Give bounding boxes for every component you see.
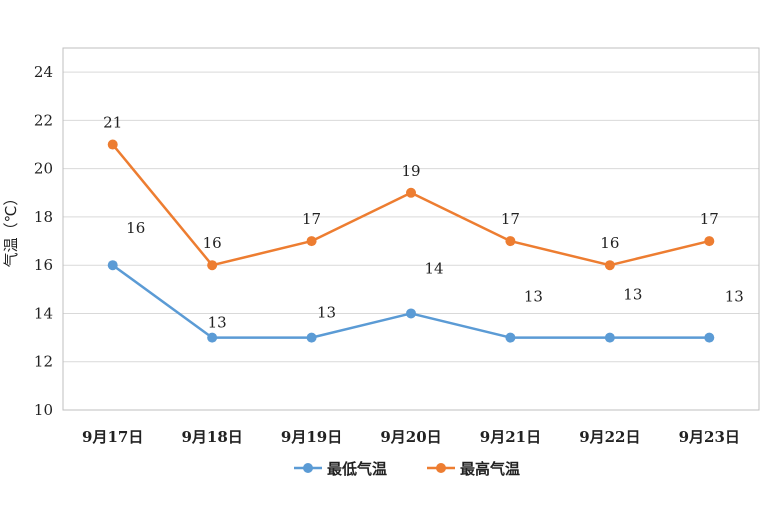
- y-axis-label: 气温（℃）: [2, 191, 20, 268]
- data-point: [704, 332, 715, 343]
- data-point: [505, 332, 516, 343]
- y-tick-label: 12: [34, 353, 53, 371]
- x-tick-label: 9月23日: [679, 428, 740, 446]
- x-tick-label: 9月19日: [281, 428, 342, 446]
- data-label-high: 19: [401, 162, 420, 180]
- x-tick-label: 9月22日: [579, 428, 640, 446]
- legend-label: 最低气温: [327, 460, 387, 478]
- y-tick-label: 24: [34, 63, 53, 81]
- data-point: [604, 332, 615, 343]
- data-point: [306, 236, 317, 247]
- data-label-high: 16: [203, 234, 222, 252]
- y-tick-label: 14: [34, 304, 53, 322]
- series-line-0: [111, 264, 710, 339]
- data-point: [505, 236, 516, 247]
- data-label-low: 13: [208, 314, 227, 332]
- data-point: [107, 260, 118, 271]
- plot-frame: [62, 47, 760, 411]
- data-label-low: 13: [524, 288, 543, 306]
- data-point: [306, 332, 317, 343]
- gridlines: [63, 71, 759, 411]
- data-label-high: 17: [302, 210, 321, 228]
- data-point: [604, 260, 615, 271]
- data-point: [406, 308, 416, 319]
- data-label-high: 17: [501, 210, 520, 228]
- x-axis-ticks: 9月17日 9月18日 9月19日 9月20日 9月21日 9月22日 9月23日: [82, 428, 740, 446]
- x-tick-label: 9月18日: [181, 428, 242, 446]
- legend-marker: [436, 463, 446, 473]
- data-point: [207, 332, 218, 343]
- legend: 最低气温 最高气温: [294, 460, 520, 478]
- legend-label: 最高气温: [460, 460, 520, 478]
- y-tick-label: 10: [34, 401, 53, 419]
- data-label-high: 16: [600, 234, 619, 252]
- data-label-high: 17: [700, 210, 719, 228]
- y-axis-ticks: 10 12 14 16 18 20 22 24: [34, 63, 53, 419]
- data-label-low: 13: [725, 288, 744, 306]
- y-tick-label: 18: [34, 208, 53, 226]
- y-tick-label: 20: [34, 160, 53, 178]
- data-label-low: 13: [317, 304, 336, 322]
- data-point: [107, 139, 118, 150]
- data-labels: 16 13 13 14 13 13 13 21 16 17 19 17 16 17: [103, 114, 744, 332]
- data-label-low: 14: [424, 259, 443, 277]
- legend-marker: [303, 463, 313, 473]
- data-point: [406, 187, 416, 198]
- data-point: [207, 260, 218, 271]
- data-point: [704, 236, 715, 247]
- x-tick-label: 9月17日: [82, 428, 143, 446]
- x-tick-label: 9月21日: [480, 428, 541, 446]
- data-label-low: 13: [623, 286, 642, 304]
- y-tick-label: 16: [34, 256, 53, 274]
- data-label-high: 21: [103, 114, 122, 132]
- y-tick-label: 22: [34, 111, 53, 129]
- series-lines: [107, 139, 715, 343]
- data-label-low: 16: [126, 219, 145, 237]
- x-tick-label: 9月20日: [380, 428, 441, 446]
